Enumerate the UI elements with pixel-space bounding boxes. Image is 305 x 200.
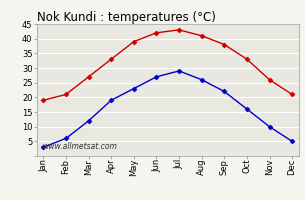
Text: Nok Kundi : temperatures (°C): Nok Kundi : temperatures (°C) xyxy=(37,11,215,24)
Text: www.allmetsat.com: www.allmetsat.com xyxy=(42,142,117,151)
